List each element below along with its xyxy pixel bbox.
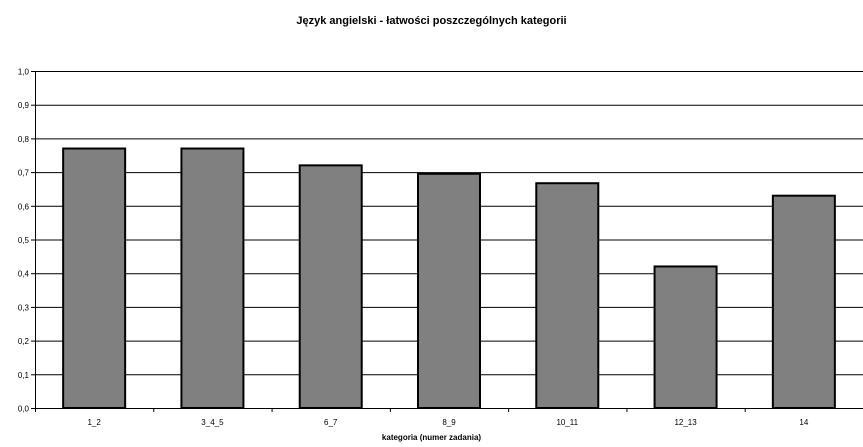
x-axis-label: kategoria (numer zadania) xyxy=(381,433,482,442)
x-tick-label: 8_9 xyxy=(442,418,456,427)
y-tick-label: 0,6 xyxy=(18,202,30,211)
bar-14 xyxy=(771,194,836,409)
chart-title: Język angielski - łatwości poszczególnyc… xyxy=(296,15,567,27)
x-tick-label: 10_11 xyxy=(556,418,578,427)
x-tick-label: 14 xyxy=(799,418,808,427)
x-tick-label: 12_13 xyxy=(674,418,697,427)
x-tick-label: 1_2 xyxy=(87,418,101,427)
y-tick-label: 0,8 xyxy=(18,135,30,144)
y-tick-label: 0,9 xyxy=(18,101,30,110)
tick-labels: 0,0 0,1 0,2 0,3 0,4 0,5 0,6 0,7 0,8 0,9 1,0 1_2 3_4_… xyxy=(18,68,809,428)
y-tick-label: 0,4 xyxy=(18,270,30,279)
bar-6_7 xyxy=(298,164,363,409)
bar-1_2 xyxy=(62,147,127,409)
y-tick-label: 0,1 xyxy=(18,371,30,380)
y-tick-label: 0,3 xyxy=(18,303,30,312)
x-tick-label: 3_4_5 xyxy=(201,418,224,427)
bar-10_11 xyxy=(535,182,600,409)
x-tick-label: 6_7 xyxy=(324,418,338,427)
y-tick-label: 1,0 xyxy=(18,68,30,77)
y-tick-label: 0,7 xyxy=(18,169,30,178)
bar-3_4_5 xyxy=(180,147,245,409)
bar-12_13 xyxy=(653,265,718,409)
bars xyxy=(62,147,836,409)
y-tick-label: 0,5 xyxy=(18,236,30,245)
bar-8_9 xyxy=(417,172,481,409)
axes xyxy=(31,71,863,412)
y-tick-label: 0,2 xyxy=(18,337,30,346)
y-tick-label: 0,0 xyxy=(18,405,30,414)
